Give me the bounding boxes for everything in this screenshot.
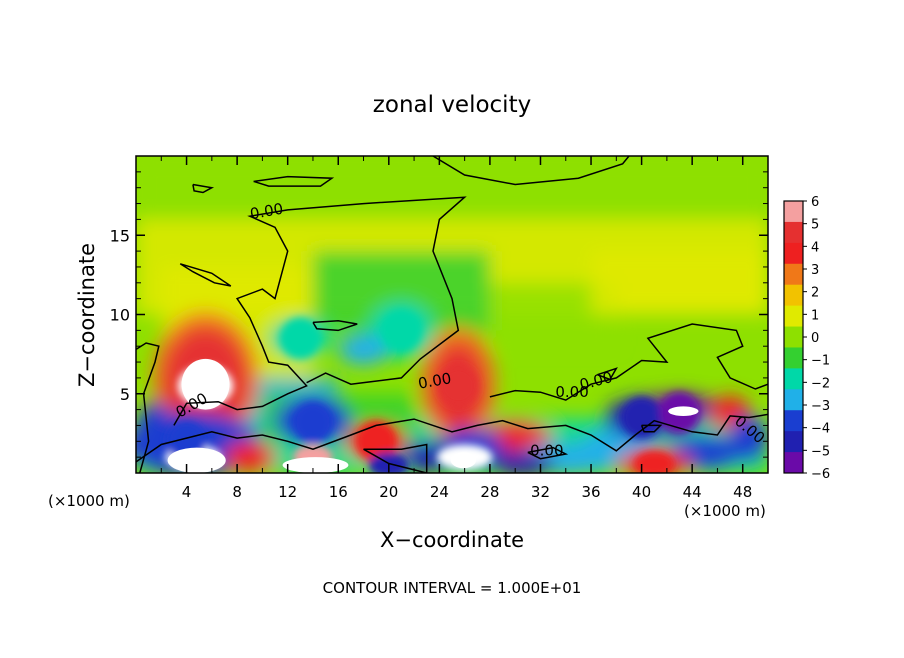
saturated-core xyxy=(668,406,699,416)
zero-contour-line xyxy=(363,443,428,473)
field-blob xyxy=(338,333,389,366)
y-tick-label: 15 xyxy=(110,226,130,245)
saturated-core xyxy=(167,447,226,473)
zero-contour-line xyxy=(136,413,768,463)
colorbar-swatch xyxy=(784,201,803,223)
colorbar-label: 6 xyxy=(811,195,819,210)
field-blob xyxy=(730,414,768,462)
colorbar-label: 5 xyxy=(811,218,819,233)
plot-area xyxy=(136,156,768,473)
field-extremum xyxy=(280,317,321,359)
field-extremum xyxy=(438,365,479,407)
field-extremum xyxy=(355,420,397,462)
colorbar-label: 2 xyxy=(811,286,819,301)
saturated-core xyxy=(282,457,349,473)
x-tick-label: 20 xyxy=(379,483,398,501)
x-axis-label: X−coordinate xyxy=(380,528,524,552)
field-extremum xyxy=(292,401,334,443)
field-extremum xyxy=(634,450,675,473)
colorbar-label: 1 xyxy=(811,308,819,323)
colorbar-label: 0 xyxy=(811,331,819,346)
contour-label: 0.00 xyxy=(555,383,588,401)
y-axis: 5 10 15 xyxy=(110,171,768,458)
colorbar-swatch xyxy=(784,305,803,328)
colorbar-swatch xyxy=(784,368,803,390)
colorbar-swatch xyxy=(784,347,803,369)
zero-contour-line xyxy=(527,446,569,460)
y-tick-label: 5 xyxy=(120,385,130,404)
zero-contour-line xyxy=(136,342,160,473)
zero-contour-line xyxy=(312,320,358,332)
colorbar-swatch xyxy=(784,284,803,307)
colorbar-label: 4 xyxy=(811,240,819,255)
zero-contour-line xyxy=(253,175,335,187)
colorbar-swatch xyxy=(784,431,803,453)
colorbar-swatch xyxy=(784,389,803,411)
colorbar-label: −1 xyxy=(811,354,830,369)
contour-label: 0.00 xyxy=(249,200,285,224)
y-tick-label: 10 xyxy=(110,306,130,325)
x-tick-label: 44 xyxy=(683,483,702,501)
zero-contour-line xyxy=(179,263,232,287)
colorbar-swatch xyxy=(784,410,803,432)
colorbar-swatch xyxy=(784,242,803,265)
x-axis: 4 8 12 16 20 24 28 32 36 40 44 48 xyxy=(160,156,752,501)
field-patch xyxy=(136,156,768,220)
zero-contour-line xyxy=(192,183,215,194)
x-tick-label: 36 xyxy=(581,483,600,501)
y-axis-label: Z−coordinate xyxy=(75,243,99,387)
colorbar-label: 3 xyxy=(811,263,819,278)
field-blob xyxy=(224,441,276,473)
saturated-core xyxy=(450,452,477,469)
contour-label: 0.00 xyxy=(530,442,563,460)
zero-contour-line xyxy=(173,196,467,426)
x-tick-label: 40 xyxy=(632,483,651,501)
contour-interval-note: CONTOUR INTERVAL = 1.000E+01 xyxy=(323,579,582,597)
field-extremum xyxy=(381,309,422,351)
x-tick-label: 8 xyxy=(232,483,242,501)
colorbar-swatch xyxy=(784,221,803,244)
field-extremum xyxy=(621,396,662,439)
colorbar-swatch xyxy=(784,263,803,286)
colorbar-label: −3 xyxy=(811,399,830,414)
colorbar-label: −5 xyxy=(811,444,830,459)
x-tick-label: 12 xyxy=(278,483,297,501)
contour-label: 0.00 xyxy=(417,369,453,393)
x-unit-left: (×1000 m) xyxy=(48,492,130,510)
x-tick-label: 48 xyxy=(733,483,752,501)
zero-contour-line xyxy=(432,156,630,186)
zero-contour-line xyxy=(640,424,663,433)
colorbar-label: −2 xyxy=(811,376,830,391)
colorbar-swatch xyxy=(784,452,803,474)
zero-contours xyxy=(136,156,768,473)
zero-contour-line xyxy=(597,367,618,381)
colorbar-label: −4 xyxy=(811,422,830,437)
x-tick-label: 32 xyxy=(531,483,550,501)
x-tick-label: 28 xyxy=(480,483,499,501)
x-tick-label: 16 xyxy=(329,483,348,501)
colorbar: 6 5 4 3 2 1 0 −1 −2 −3 −4 −5 −6 xyxy=(783,195,830,482)
x-tick-label: 24 xyxy=(430,483,449,501)
x-tick-label: 4 xyxy=(182,483,192,501)
saturated-core xyxy=(181,358,230,410)
x-unit-right: (×1000 m) xyxy=(684,502,766,520)
colorbar-swatch xyxy=(784,326,803,348)
colorbar-label: −6 xyxy=(811,467,830,482)
chart-title: zonal velocity xyxy=(373,92,531,118)
field-patch xyxy=(591,251,768,315)
field-blob xyxy=(488,450,555,473)
zero-contour-line xyxy=(489,323,768,401)
